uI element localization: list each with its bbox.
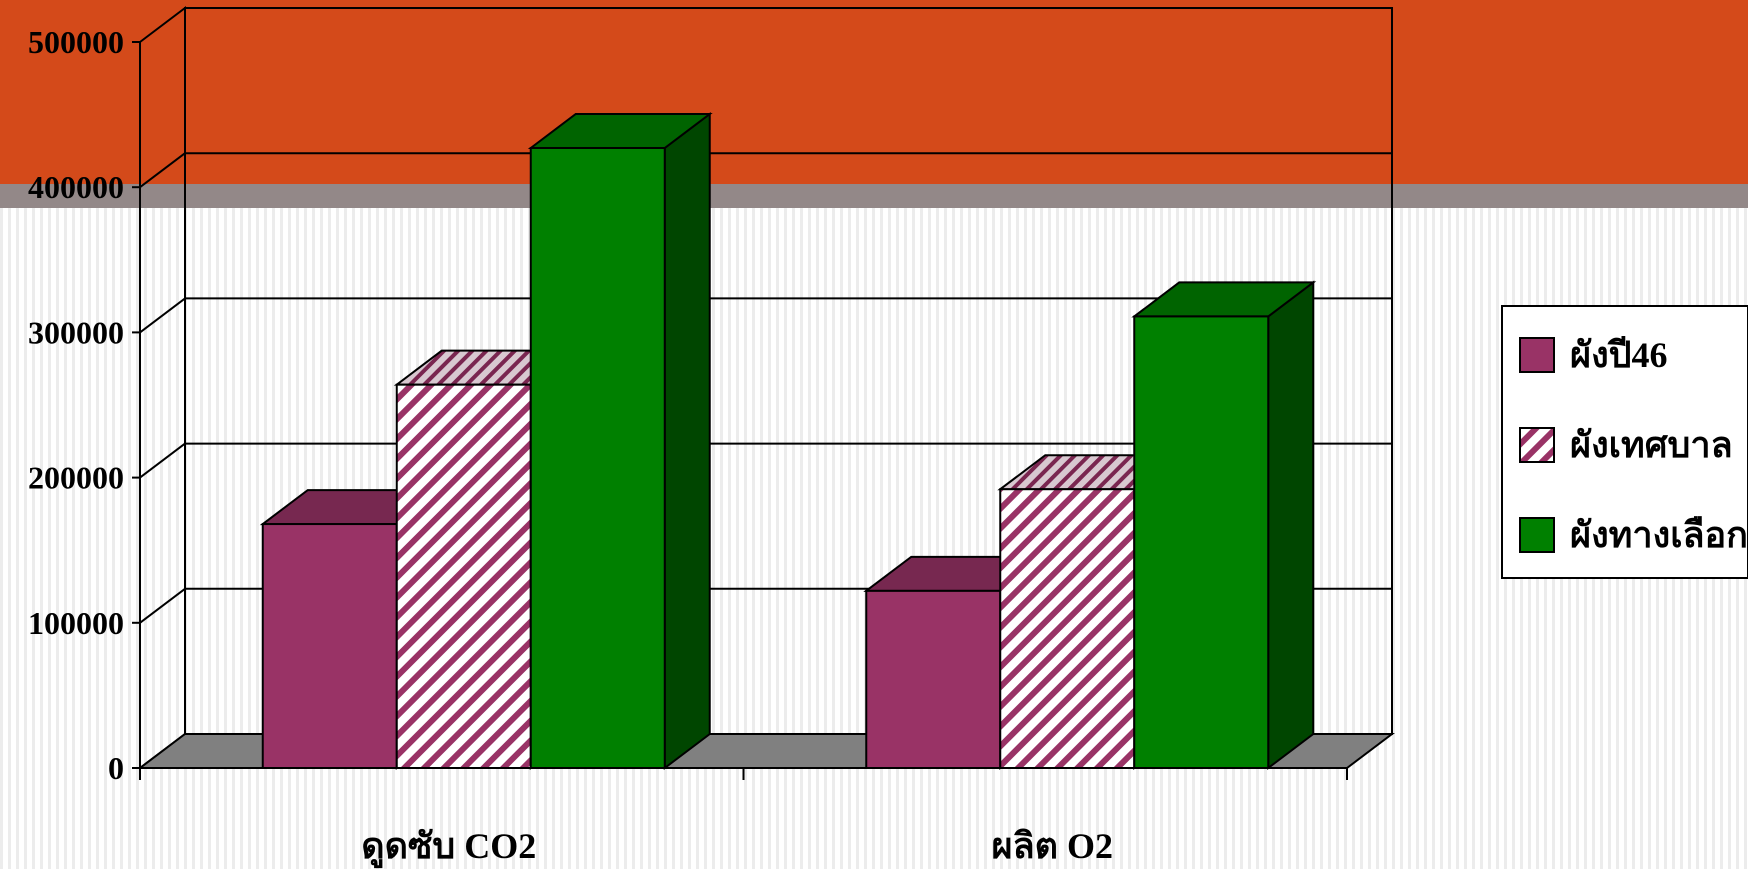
banner [0, 0, 1748, 184]
gridline-diagonal [139, 152, 186, 188]
legend-label: ผังทางเลือก [1570, 515, 1748, 555]
bar [1133, 315, 1270, 769]
bar-side [1267, 280, 1315, 771]
bar [261, 523, 398, 770]
legend-swatch [1519, 517, 1555, 553]
y-tick-label: 300000 [28, 314, 124, 350]
legend-label: ผังเทศบาล [1570, 425, 1733, 465]
gridline-diagonal [139, 588, 186, 624]
y-tick-label: 400000 [28, 169, 124, 205]
bar [865, 589, 1002, 770]
bar [529, 146, 666, 770]
legend-label: ผังปี46 [1570, 335, 1668, 375]
legend-swatch [1519, 337, 1555, 373]
x-tick-label: ดูดซับ CO2 [361, 826, 536, 869]
bar [999, 488, 1136, 769]
y-tick-label: 200000 [28, 460, 124, 496]
y-tick-label: 100000 [28, 605, 124, 641]
y-tick-label: 500000 [28, 24, 124, 60]
gridline-diagonal [139, 297, 186, 334]
gridline-diagonal [139, 442, 186, 479]
bar-side [663, 111, 711, 771]
legend-swatch [1519, 427, 1555, 463]
x-tick-label: ผลิต O2 [991, 826, 1113, 866]
y-tick-label: 0 [108, 750, 124, 786]
bar [395, 383, 532, 769]
banner-shadow [0, 182, 1748, 208]
